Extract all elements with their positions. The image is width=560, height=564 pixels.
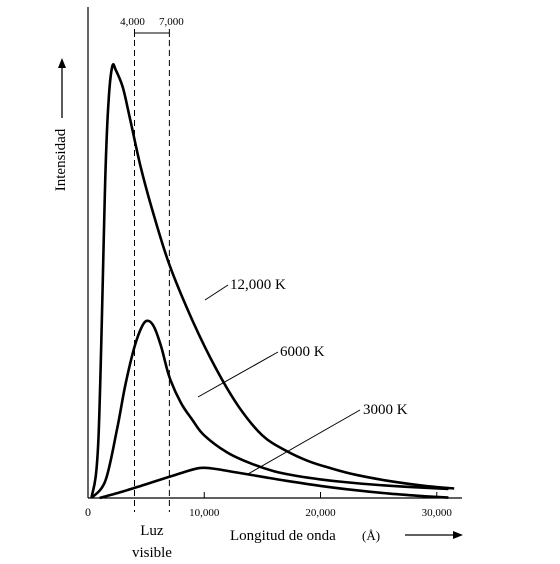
band-end-label: 7,000 <box>159 16 184 28</box>
series-leader-line <box>247 409 361 475</box>
curve-group <box>90 63 455 500</box>
curve-3000k <box>99 466 449 500</box>
x-axis-arrowhead <box>453 531 463 539</box>
band-label-line2: visible <box>132 545 172 561</box>
series-label: 12,000 K <box>230 277 286 293</box>
curve-6000k <box>90 319 449 499</box>
y-axis-label: Intensidad <box>53 128 69 191</box>
x-tick-label: 30,000 <box>422 507 453 519</box>
curve-12000k <box>90 63 455 499</box>
band-label-line1: Luz <box>140 523 164 539</box>
origin-label: 0 <box>85 505 91 519</box>
x-tick-label: 20,000 <box>305 507 336 519</box>
x-tick-label: 10,000 <box>189 507 220 519</box>
series-leader-line <box>204 284 229 301</box>
series-leader-line <box>197 351 279 398</box>
x-tick-group: 10,000 20,000 30,000 <box>189 492 452 519</box>
series-label-group: 12,000 K 6000 K 3000 K <box>197 277 408 475</box>
x-axis-label: Longitud de onda <box>230 528 336 544</box>
y-axis-arrowhead <box>58 58 66 68</box>
visible-band: 4,000 7,000 Luz visible <box>120 16 184 561</box>
x-axis-unit: (Å) <box>362 528 380 543</box>
series-label: 3000 K <box>363 402 408 418</box>
series-label: 6000 K <box>280 344 325 360</box>
band-start-label: 4,000 <box>120 16 145 28</box>
